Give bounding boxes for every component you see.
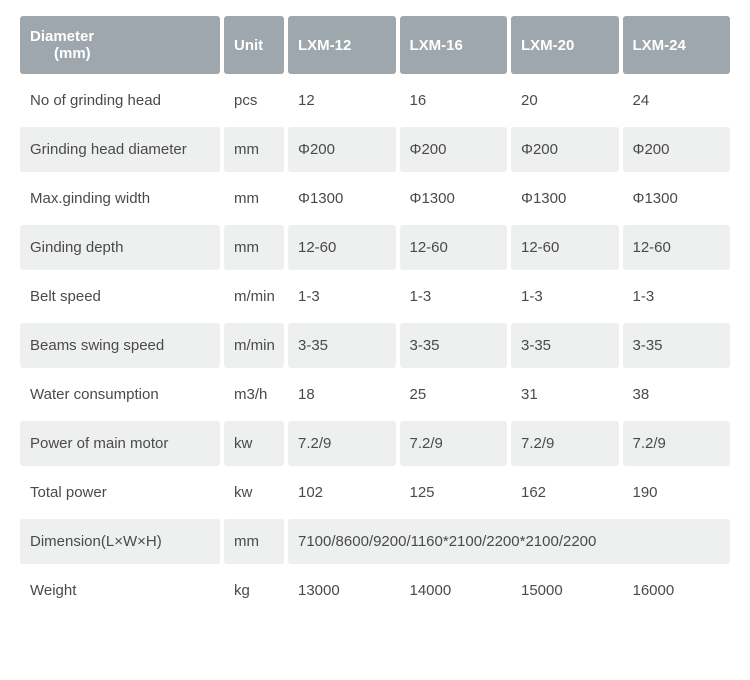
- unit-cell: mm: [224, 519, 284, 564]
- spec-table: Diameter (mm) Unit LXM-12 LXM-16 LXM-20 …: [16, 12, 734, 617]
- value-cell: 3-35: [511, 323, 619, 368]
- value-cell: Φ1300: [288, 176, 396, 221]
- value-cell: 7.2/9: [511, 421, 619, 466]
- value-cell: 12: [288, 78, 396, 123]
- header-param-line1: Diameter: [30, 28, 94, 45]
- param-cell: Weight: [20, 568, 220, 613]
- unit-cell: m/min: [224, 274, 284, 319]
- value-cell: 1-3: [288, 274, 396, 319]
- value-cell: Φ1300: [400, 176, 508, 221]
- value-cell: Φ1300: [511, 176, 619, 221]
- value-cell: Φ200: [511, 127, 619, 172]
- value-cell: 38: [623, 372, 731, 417]
- param-cell: Ginding depth: [20, 225, 220, 270]
- header-unit: Unit: [224, 16, 284, 74]
- table-row: Power of main motorkw7.2/97.2/97.2/97.2/…: [20, 421, 730, 466]
- param-cell: Max.ginding width: [20, 176, 220, 221]
- table-row: Belt speedm/min1-31-31-31-3: [20, 274, 730, 319]
- header-param: Diameter (mm): [20, 16, 220, 74]
- header-row: Diameter (mm) Unit LXM-12 LXM-16 LXM-20 …: [20, 16, 730, 74]
- unit-cell: kw: [224, 470, 284, 515]
- value-cell: 20: [511, 78, 619, 123]
- table-row: Max.ginding widthmmΦ1300Φ1300Φ1300Φ1300: [20, 176, 730, 221]
- header-model-1: LXM-16: [400, 16, 508, 74]
- unit-cell: kg: [224, 568, 284, 613]
- value-cell: 12-60: [400, 225, 508, 270]
- value-cell: 25: [400, 372, 508, 417]
- value-cell: 1-3: [511, 274, 619, 319]
- value-cell: 7.2/9: [288, 421, 396, 466]
- table-row: Beams swing speedm/min3-353-353-353-35: [20, 323, 730, 368]
- unit-cell: mm: [224, 127, 284, 172]
- value-cell: 3-35: [288, 323, 396, 368]
- value-cell: Φ1300: [623, 176, 731, 221]
- param-cell: Water consumption: [20, 372, 220, 417]
- table-row: Total powerkw102125162190: [20, 470, 730, 515]
- table-row: Water consumptionm3/h18253138: [20, 372, 730, 417]
- value-cell: Φ200: [288, 127, 396, 172]
- value-cell: 1-3: [400, 274, 508, 319]
- value-cell: 3-35: [400, 323, 508, 368]
- value-cell: 162: [511, 470, 619, 515]
- param-cell: Belt speed: [20, 274, 220, 319]
- value-cell: 7.2/9: [623, 421, 731, 466]
- value-cell: 14000: [400, 568, 508, 613]
- value-cell: 24: [623, 78, 731, 123]
- unit-cell: m3/h: [224, 372, 284, 417]
- table-row: Ginding depthmm12-6012-6012-6012-60: [20, 225, 730, 270]
- table-body: No of grinding headpcs12162024Grinding h…: [20, 78, 730, 613]
- value-cell: 18: [288, 372, 396, 417]
- unit-cell: mm: [224, 176, 284, 221]
- param-cell: No of grinding head: [20, 78, 220, 123]
- table-row: Dimension(L×W×H)mm7100/8600/9200/1160*21…: [20, 519, 730, 564]
- param-cell: Grinding head diameter: [20, 127, 220, 172]
- unit-cell: mm: [224, 225, 284, 270]
- value-cell: 31: [511, 372, 619, 417]
- value-cell: 16: [400, 78, 508, 123]
- unit-cell: m/min: [224, 323, 284, 368]
- header-param-line2: (mm): [30, 45, 210, 62]
- value-cell: Φ200: [400, 127, 508, 172]
- unit-cell: kw: [224, 421, 284, 466]
- value-cell: 7.2/9: [400, 421, 508, 466]
- header-model-0: LXM-12: [288, 16, 396, 74]
- value-cell: 12-60: [511, 225, 619, 270]
- value-cell: 12-60: [288, 225, 396, 270]
- value-cell: 190: [623, 470, 731, 515]
- value-cell: 3-35: [623, 323, 731, 368]
- value-cell: 16000: [623, 568, 731, 613]
- value-cell: Φ200: [623, 127, 731, 172]
- unit-cell: pcs: [224, 78, 284, 123]
- param-cell: Total power: [20, 470, 220, 515]
- header-model-3: LXM-24: [623, 16, 731, 74]
- value-cell: 125: [400, 470, 508, 515]
- table-row: Grinding head diametermmΦ200Φ200Φ200Φ200: [20, 127, 730, 172]
- param-cell: Power of main motor: [20, 421, 220, 466]
- param-cell: Beams swing speed: [20, 323, 220, 368]
- value-cell-merged: 7100/8600/9200/1160*2100/2200*2100/2200: [288, 519, 730, 564]
- value-cell: 15000: [511, 568, 619, 613]
- header-model-2: LXM-20: [511, 16, 619, 74]
- param-cell: Dimension(L×W×H): [20, 519, 220, 564]
- table-row: No of grinding headpcs12162024: [20, 78, 730, 123]
- value-cell: 1-3: [623, 274, 731, 319]
- table-row: Weightkg13000140001500016000: [20, 568, 730, 613]
- value-cell: 12-60: [623, 225, 731, 270]
- value-cell: 102: [288, 470, 396, 515]
- value-cell: 13000: [288, 568, 396, 613]
